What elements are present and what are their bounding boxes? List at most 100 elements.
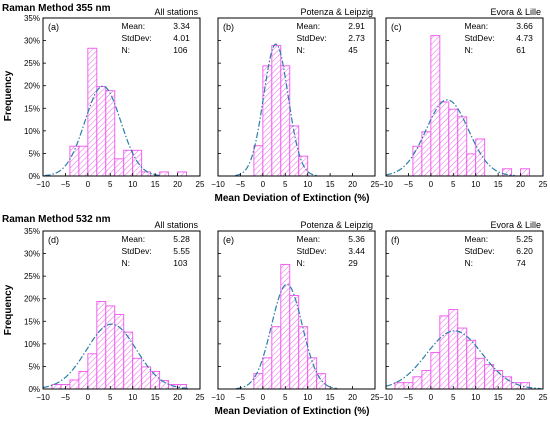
histogram-bar xyxy=(123,149,134,177)
x-tick-label: 10 xyxy=(303,180,312,189)
x-tick-label: −5 xyxy=(236,180,246,189)
stat-value-n: 45 xyxy=(348,45,358,55)
histogram-bar xyxy=(87,353,98,390)
row-title-532-wavelength: 532 nm xyxy=(76,214,111,225)
stat-value-std: 2.73 xyxy=(348,33,365,43)
histogram-bar xyxy=(69,379,80,390)
x-tick-label: 10 xyxy=(128,180,137,189)
stat-value-mean: 3.34 xyxy=(173,21,190,31)
x-tick-label: −5 xyxy=(404,393,414,402)
y-tick-label: 0% xyxy=(28,172,40,181)
panel-letter: (c) xyxy=(391,22,402,32)
stat-value-mean: 3.66 xyxy=(516,21,533,31)
histogram-bar xyxy=(520,168,530,177)
stat-label-n: N: xyxy=(465,45,474,55)
y-tick-label: 25% xyxy=(24,59,40,68)
histogram-bar xyxy=(253,145,264,177)
x-tick-label: 5 xyxy=(283,393,288,402)
x-tick-label: 15 xyxy=(494,393,503,402)
stat-label-mean: Mean: xyxy=(297,234,321,244)
stat-value-std: 4.01 xyxy=(173,33,190,43)
gaussian-fit-line xyxy=(235,283,338,390)
histogram-bar xyxy=(141,171,152,177)
stat-value-n: 74 xyxy=(516,258,526,268)
x-tick-label: 5 xyxy=(283,180,288,189)
x-tick-label: 0 xyxy=(86,180,91,189)
y-tick-label: 30% xyxy=(24,250,40,259)
histogram-bar xyxy=(298,326,309,390)
y-tick-label: 5% xyxy=(28,362,40,371)
x-tick-label: −5 xyxy=(61,393,71,402)
plot-frame xyxy=(42,17,201,177)
x-tick-label: 10 xyxy=(471,180,480,189)
panel-letter: (b) xyxy=(223,22,234,32)
histogram-bar xyxy=(280,263,291,390)
x-tick-label: 10 xyxy=(471,393,480,402)
histogram-bar xyxy=(466,153,477,177)
histogram-bar xyxy=(262,65,273,177)
x-tick-label: 0 xyxy=(261,180,266,189)
histogram-bar xyxy=(475,357,486,390)
stat-value-std: 4.73 xyxy=(516,33,533,43)
histogram-bar xyxy=(105,90,116,177)
histogram-bar xyxy=(412,376,423,390)
plot-frame xyxy=(42,230,201,390)
x-tick-label: −10 xyxy=(379,180,393,189)
y-tick-label: 10% xyxy=(24,340,40,349)
histogram-bar xyxy=(87,47,98,177)
histogram-bar xyxy=(430,351,441,390)
subplot-title: Evora & Lille xyxy=(490,220,541,230)
gaussian-fit-line xyxy=(235,43,317,177)
stat-value-mean: 5.36 xyxy=(348,234,365,244)
x-tick-label: 0 xyxy=(429,180,434,189)
x-tick-label: −5 xyxy=(236,393,246,402)
x-tick-label: 25 xyxy=(371,180,380,189)
stat-label-std: StdDev: xyxy=(465,33,495,43)
x-tick-label: 5 xyxy=(108,180,113,189)
subplot-title: All stations xyxy=(154,7,198,17)
histogram-bar xyxy=(394,382,405,390)
x-tick-label: 15 xyxy=(494,180,503,189)
stat-value-n: 61 xyxy=(516,45,526,55)
subplot-title: All stations xyxy=(154,220,198,230)
histogram-bar xyxy=(457,116,468,177)
x-tick-label: 5 xyxy=(108,393,113,402)
histogram-bar xyxy=(280,65,291,177)
x-tick-label: 25 xyxy=(196,180,205,189)
x-tick-label: 25 xyxy=(539,180,548,189)
histogram-bar xyxy=(271,326,282,390)
histogram-bar xyxy=(159,171,170,177)
x-tick-label: 20 xyxy=(173,393,182,402)
y-tick-label: 15% xyxy=(24,104,40,113)
stat-value-mean: 2.91 xyxy=(348,21,365,31)
y-tick-label: 35% xyxy=(24,227,40,236)
x-tick-label: 10 xyxy=(303,393,312,402)
histogram-bar xyxy=(96,300,107,390)
stat-label-mean: Mean: xyxy=(465,21,489,31)
histogram-bar xyxy=(262,357,273,390)
stat-label-std: StdDev: xyxy=(122,33,152,43)
histogram-bar xyxy=(421,370,432,390)
x-tick-label: 20 xyxy=(173,180,182,189)
histogram-bar xyxy=(475,138,486,177)
x-tick-label: 15 xyxy=(326,393,335,402)
gaussian-fit-line xyxy=(42,323,190,390)
plot-frame xyxy=(217,230,376,390)
stat-value-std: 5.55 xyxy=(173,246,190,256)
subplot-title: Potenza & Leipzig xyxy=(300,220,373,230)
stat-value-n: 29 xyxy=(348,258,358,268)
x-tick-label: 25 xyxy=(539,393,548,402)
stat-label-n: N: xyxy=(465,258,474,268)
row-title-355-wavelength: 355 nm xyxy=(76,3,111,14)
histogram-bar xyxy=(289,295,300,390)
row-title-355-method: Raman Method xyxy=(2,3,74,14)
row-title-532-method: Raman Method xyxy=(2,214,74,225)
x-tick-label: −10 xyxy=(379,393,393,402)
histogram-bar xyxy=(78,370,89,390)
histogram-bar xyxy=(421,131,432,177)
stat-value-std: 3.44 xyxy=(348,246,365,256)
histogram-bar xyxy=(484,364,495,390)
histogram-bar xyxy=(177,171,187,177)
